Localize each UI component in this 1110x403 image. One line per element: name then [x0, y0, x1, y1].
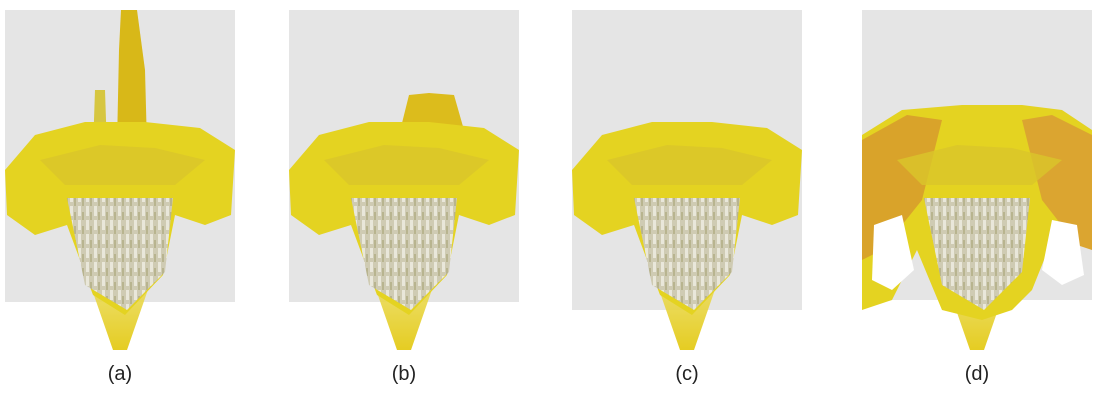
- caption: (a): [108, 363, 132, 385]
- panel: (d): [862, 10, 1092, 385]
- caption: (c): [675, 363, 698, 385]
- figure: (a) (b) (c) (d): [0, 0, 1110, 403]
- caption: (b): [392, 363, 416, 385]
- caption: (d): [965, 363, 989, 385]
- panel: (a): [5, 10, 235, 385]
- panel: (b): [289, 10, 519, 385]
- panels: (a) (b) (c) (d): [5, 10, 1092, 385]
- panel: (c): [572, 10, 802, 385]
